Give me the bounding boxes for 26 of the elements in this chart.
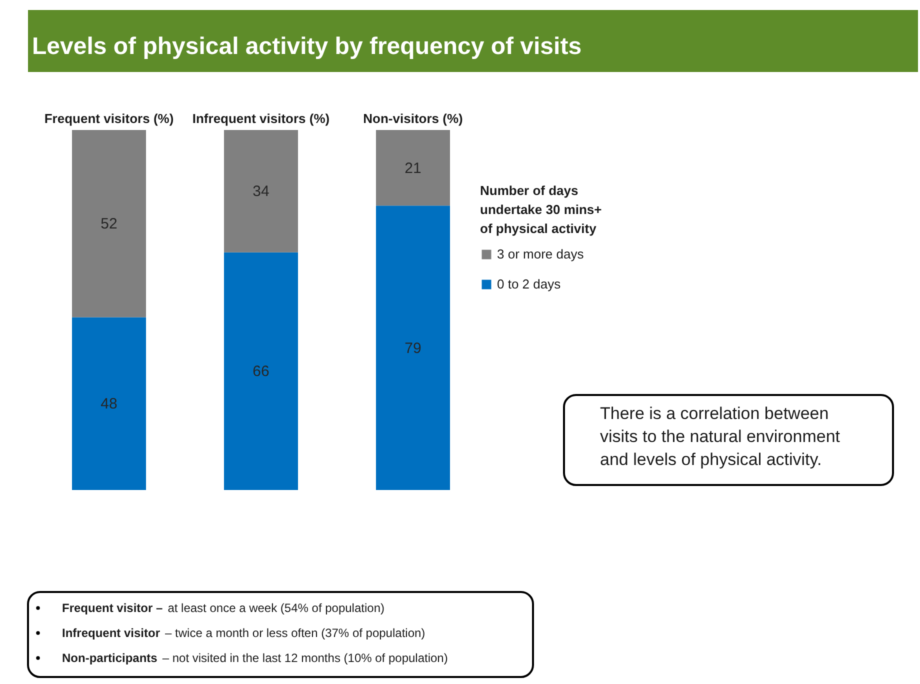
x-tick-label: Non-visitors (%) <box>363 111 463 126</box>
data-label: 79 <box>404 340 422 357</box>
bar <box>72 317 146 490</box>
text: at least once a week (54% of population) <box>168 601 385 615</box>
legend-label: 3 or more days <box>497 246 584 262</box>
bar <box>72 130 146 318</box>
bar <box>376 206 450 490</box>
data-label: 21 <box>404 160 422 177</box>
bar <box>376 130 450 206</box>
bar <box>224 130 298 252</box>
text: – twice a month or less often (37% of population) <box>165 626 426 640</box>
chart-title: Levels of physical activity by frequency of visits <box>32 33 582 60</box>
x-tick-label: Infrequent visitors (%) <box>192 111 330 126</box>
legend-title: Number of days undertake 30 mins+ of physical activity <box>480 183 602 236</box>
data-label: 48 <box>100 396 118 413</box>
data-label: 34 <box>252 183 270 200</box>
data-label: 66 <box>252 363 270 380</box>
text: Infrequent visitor <box>62 626 160 640</box>
legend-label: 0 to 2 days <box>497 276 562 292</box>
text: – not visited in the last 12 months (10% of population) <box>162 651 448 665</box>
text: There is a correlation between visits to the natural environment and levels of physical activity. <box>600 404 840 469</box>
text: Non-participants <box>62 651 158 665</box>
x-tick-label: Frequent visitors (%) <box>44 111 174 126</box>
data-label: 52 <box>100 216 118 233</box>
bar <box>224 252 298 490</box>
text: Frequent visitor – <box>62 601 164 615</box>
